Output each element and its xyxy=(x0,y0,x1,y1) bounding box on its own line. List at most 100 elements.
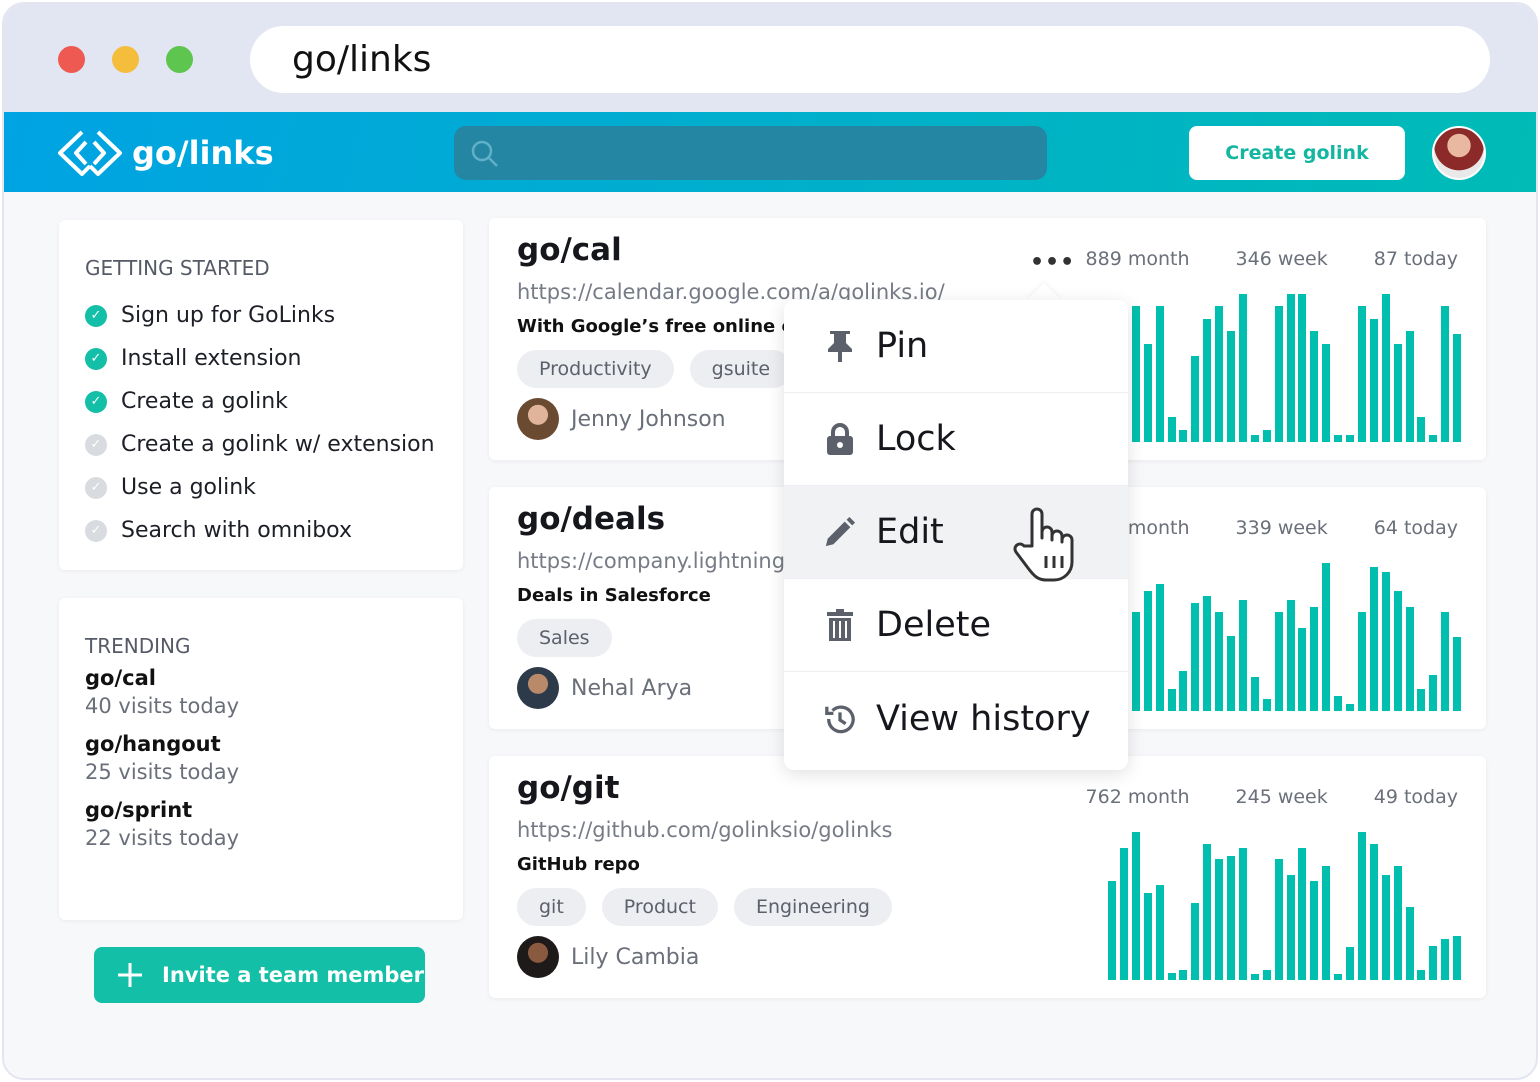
stat-month: 889 month xyxy=(1085,248,1190,270)
empty-circle-icon: ✓ xyxy=(85,433,107,456)
empty-circle-icon: ✓ xyxy=(85,476,107,499)
checklist-item-label: Search with omnibox xyxy=(121,518,352,543)
usage-bar xyxy=(1322,866,1331,980)
usage-bar xyxy=(1274,611,1283,711)
tag[interactable]: Engineering xyxy=(733,888,892,926)
tag[interactable]: Sales xyxy=(517,619,612,657)
trending-item[interactable]: go/hangout 25 visits today xyxy=(85,732,437,784)
usage-bar xyxy=(1215,858,1224,980)
address-bar[interactable]: go/links xyxy=(250,26,1490,93)
more-options-button[interactable]: ••• xyxy=(1030,250,1076,275)
menu-item-delete[interactable]: Delete xyxy=(784,579,1128,672)
golink-url[interactable]: https://github.com/golinksio/golinks xyxy=(517,818,893,842)
logo[interactable]: go/links xyxy=(56,128,274,178)
check-circle-icon: ✓ xyxy=(85,304,107,327)
usage-bar xyxy=(1119,848,1128,980)
golink-description: Deals in Salesforce xyxy=(517,585,711,606)
usage-bar xyxy=(1298,294,1307,442)
usage-bar xyxy=(1215,305,1224,442)
menu-item-label: Edit xyxy=(876,512,944,552)
menu-item-lock[interactable]: Lock xyxy=(784,393,1128,486)
owner-avatar xyxy=(517,936,559,978)
golink-title[interactable]: go/git xyxy=(517,770,620,806)
tag-list: Sales xyxy=(517,619,612,657)
invite-team-member-button[interactable]: Invite a team member xyxy=(94,947,425,1003)
usage-bar xyxy=(1191,602,1200,711)
menu-item-pin[interactable]: Pin xyxy=(784,300,1128,393)
golinks-logo-icon xyxy=(58,130,122,176)
tag[interactable]: gsuite xyxy=(689,350,793,388)
usage-stats: 2 month 339 week 64 today xyxy=(1110,517,1458,539)
getting-started-title: GETTING STARTED xyxy=(85,256,270,280)
usage-bar xyxy=(1357,832,1366,980)
tag[interactable]: Productivity xyxy=(517,350,674,388)
close-window-button[interactable] xyxy=(58,46,85,73)
checklist-item[interactable]: ✓ Create a golink w/ extension xyxy=(85,423,437,466)
usage-bar xyxy=(1131,832,1140,980)
usage-bar xyxy=(1346,947,1354,980)
usage-bar xyxy=(1286,874,1295,980)
usage-bar xyxy=(1334,434,1343,442)
usage-bar xyxy=(1203,843,1212,980)
stat-week: 245 week xyxy=(1235,786,1328,808)
checklist-item[interactable]: ✓ Use a golink xyxy=(85,466,437,509)
tag-list: git Product Engineering xyxy=(517,888,892,926)
minimize-window-button[interactable] xyxy=(112,46,139,73)
usage-bar xyxy=(1334,974,1343,980)
checklist-item[interactable]: ✓ Install extension xyxy=(85,337,437,380)
usage-bar xyxy=(1143,892,1152,980)
trash-icon xyxy=(824,608,856,642)
pin-icon xyxy=(824,329,856,363)
check-circle-icon: ✓ xyxy=(85,347,107,370)
usage-bar xyxy=(1381,294,1390,442)
hand-cursor-icon xyxy=(1013,507,1074,582)
create-golink-button[interactable]: Create golink xyxy=(1189,126,1405,180)
golink-card[interactable]: go/git https://github.com/golinksio/goli… xyxy=(489,756,1486,998)
usage-bar xyxy=(1429,675,1438,711)
usage-bar xyxy=(1298,848,1307,980)
golink-url[interactable]: https://company.lightning xyxy=(517,549,786,573)
usage-bar xyxy=(1191,356,1200,442)
checklist-item[interactable]: ✓ Sign up for GoLinks xyxy=(85,294,437,337)
search-icon xyxy=(471,140,498,167)
trending-link-name[interactable]: go/cal xyxy=(85,666,156,690)
golink-title[interactable]: go/cal xyxy=(517,232,622,268)
stat-today: 87 today xyxy=(1373,248,1458,270)
trending-visits: 40 visits today xyxy=(85,694,239,718)
tag[interactable]: git xyxy=(517,888,586,926)
usage-bar xyxy=(1310,880,1319,980)
menu-item-view-history[interactable]: View history xyxy=(784,672,1128,765)
menu-item-label: Delete xyxy=(876,605,991,645)
tag[interactable]: Product xyxy=(601,888,718,926)
trending-item[interactable]: go/cal 40 visits today xyxy=(85,666,437,718)
menu-item-edit[interactable]: Edit xyxy=(784,486,1128,579)
usage-stats: 762 month 245 week 49 today xyxy=(1086,786,1458,808)
owner-avatar xyxy=(517,398,559,440)
stat-today: 49 today xyxy=(1373,786,1458,808)
usage-bar xyxy=(1274,305,1283,442)
usage-bar xyxy=(1274,858,1283,980)
getting-started-panel: GETTING STARTED ✓ Sign up for GoLinks ✓ Ins… xyxy=(59,220,463,570)
usage-bar xyxy=(1250,974,1259,980)
usage-bar xyxy=(1108,880,1116,980)
usage-bar xyxy=(1429,434,1438,442)
trending-link-name[interactable]: go/sprint xyxy=(85,798,193,822)
usage-bar xyxy=(1227,635,1235,711)
stat-month: 762 month xyxy=(1085,786,1190,808)
usage-bar xyxy=(1417,969,1426,980)
trending-title: TRENDING xyxy=(85,634,191,658)
checklist-item[interactable]: ✓ Create a golink xyxy=(85,380,437,423)
usage-bar xyxy=(1322,344,1331,442)
checklist-item[interactable]: ✓ Search with omnibox xyxy=(85,509,437,552)
maximize-window-button[interactable] xyxy=(166,46,193,73)
trending-link-name[interactable]: go/hangout xyxy=(85,732,221,756)
golink-title[interactable]: go/deals xyxy=(517,501,666,537)
user-avatar[interactable] xyxy=(1432,126,1486,180)
trending-item[interactable]: go/sprint 22 visits today xyxy=(85,798,437,850)
usage-bar xyxy=(1179,671,1188,711)
search-input[interactable] xyxy=(454,126,1047,180)
usage-bar xyxy=(1179,969,1188,980)
usage-bar xyxy=(1453,935,1462,980)
golink-description: With Google’s free online cale xyxy=(517,316,823,337)
usage-bar xyxy=(1369,319,1378,442)
